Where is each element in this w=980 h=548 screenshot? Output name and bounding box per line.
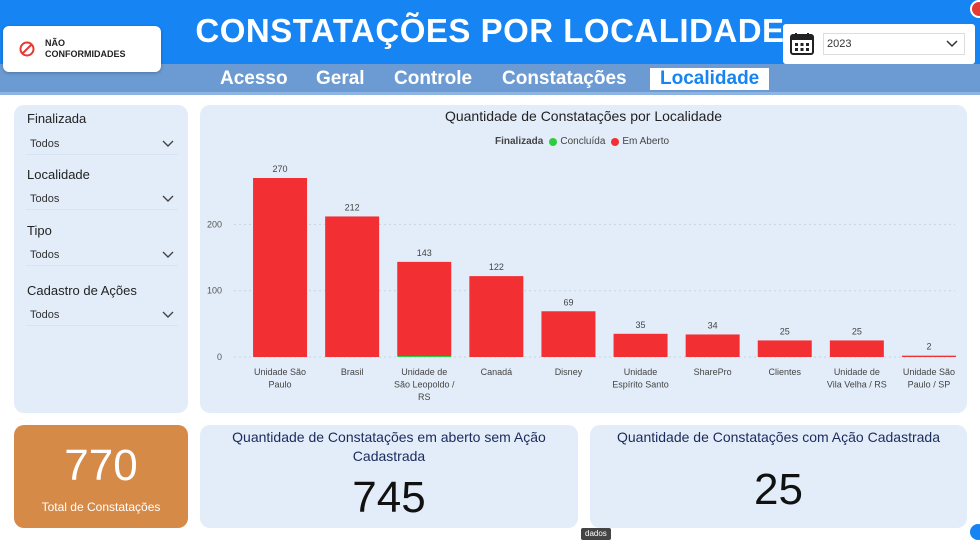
kpi-with-action-value: 25 — [754, 465, 803, 514]
legend-label: Concluída — [560, 136, 606, 147]
legend-dot-concluida — [549, 137, 558, 146]
data-label: 270 — [273, 164, 288, 174]
legend-title: Finalizada — [495, 136, 544, 147]
data-label: 143 — [417, 248, 432, 258]
legend-label: Em Aberto — [622, 136, 670, 147]
x-tick-label: Vila Velha / RS — [827, 380, 887, 390]
tab-geral[interactable]: Geral — [316, 68, 365, 89]
filter-value: Todos — [30, 192, 60, 205]
bar-em-aberto — [757, 340, 812, 357]
x-tick-label: Brasil — [341, 367, 364, 377]
page-title: CONSTATAÇÕES POR LOCALIDADE — [195, 12, 785, 49]
filter-label-tipo: Tipo — [27, 223, 52, 238]
bar-em-aberto — [253, 178, 308, 357]
chevron-down-icon — [162, 195, 174, 202]
x-tick-label: Unidade São — [254, 367, 306, 377]
x-tick-label: São Leopoldo / — [394, 380, 455, 390]
y-tick-label: 0 — [217, 352, 222, 362]
tab-localidade[interactable]: Localidade — [650, 68, 770, 90]
filter-value: Todos — [30, 137, 60, 150]
nav-bar: Acesso Geral Controle Constatações Local… — [0, 64, 980, 92]
data-label: 35 — [636, 320, 646, 330]
chart-title: Quantidade de Constatações por Localidad… — [444, 108, 723, 124]
x-tick-label: RS — [418, 392, 431, 402]
filter-select-cadastro-acoes[interactable]: Todos — [26, 304, 178, 326]
x-tick-label: Unidade — [624, 367, 658, 377]
chevron-down-icon — [162, 311, 174, 318]
filters-panel: Finalizada Todos Localidade Todos Tipo T… — [14, 105, 188, 413]
tooltip: dados — [581, 528, 611, 540]
filter-select-tipo[interactable]: Todos — [26, 244, 178, 266]
bar-concluida — [397, 356, 452, 357]
bar-em-aberto — [901, 355, 956, 357]
data-label: 122 — [489, 262, 504, 272]
legend-item-concluida[interactable]: Concluída — [549, 136, 605, 147]
x-tick-label: Clientes — [768, 367, 801, 377]
year-value: 2023 — [827, 38, 852, 50]
filter-label-finalizada: Finalizada — [27, 111, 87, 126]
x-tick-label: Unidade São — [903, 367, 955, 377]
chart-panel: Quantidade de Constatações por Localidad… — [200, 105, 967, 413]
chevron-down-icon — [162, 140, 174, 147]
x-tick-label: Canadá — [481, 367, 513, 377]
bar-em-aberto — [613, 333, 668, 357]
tab-controle[interactable]: Controle — [394, 68, 473, 89]
bar-em-aberto — [325, 216, 380, 357]
x-tick-label: Disney — [555, 367, 583, 377]
kpi-open-no-action-card: Quantidade de Constatações em aberto sem… — [200, 425, 578, 528]
y-tick-label: 200 — [207, 219, 222, 229]
notification-dot[interactable] — [970, 0, 980, 18]
kpi-total-card: 770 Total de Constatações — [14, 425, 188, 528]
data-label: 25 — [780, 326, 790, 336]
year-filter: 2023 — [783, 24, 975, 64]
help-button[interactable] — [970, 524, 980, 540]
bar-em-aberto — [541, 311, 596, 357]
chevron-down-icon — [946, 40, 958, 48]
kpi-total-value: 770 — [64, 441, 138, 490]
chart-legend: Finalizada Concluída Em Aberto — [495, 136, 675, 147]
data-label: 212 — [345, 202, 360, 212]
nao-conformidades-logo: NÃO CONFORMIDADES — [3, 26, 161, 72]
kpi-open-no-action-title: Quantidade de Constatações em aberto sem… — [232, 429, 546, 464]
x-tick-label: Paulo / SP — [908, 380, 951, 390]
filter-select-finalizada[interactable]: Todos — [26, 133, 178, 155]
calendar-icon — [790, 33, 814, 55]
chevron-down-icon — [162, 251, 174, 258]
prohibited-icon — [19, 41, 35, 57]
bar-chart: 0 100 200 270 Unidade São Paulo 212 Brasil 143 Un… — [207, 164, 956, 402]
x-tick-label: Espírito Santo — [612, 380, 669, 390]
kpi-with-action-title: Quantidade de Constatações com Ação Cada… — [617, 429, 940, 445]
data-label: 69 — [563, 297, 573, 307]
tab-constatacoes[interactable]: Constatações — [502, 68, 627, 89]
filter-label-cadastro-acoes: Cadastro de Ações — [27, 283, 137, 298]
filter-label-localidade: Localidade — [27, 167, 90, 182]
tab-acesso[interactable]: Acesso — [220, 68, 288, 89]
bar-em-aberto — [829, 340, 884, 357]
x-tick-label: Unidade de — [834, 367, 880, 377]
filter-select-localidade[interactable]: Todos — [26, 188, 178, 210]
x-tick-label: Paulo — [269, 380, 292, 390]
kpi-with-action-card: Quantidade de Constatações com Ação Cada… — [590, 425, 967, 528]
kpi-total-label: Total de Constatações — [41, 500, 161, 514]
filter-value: Todos — [30, 308, 60, 321]
x-tick-label: Unidade de — [401, 367, 447, 377]
year-dropdown[interactable]: 2023 — [823, 33, 965, 55]
data-label: 34 — [708, 320, 718, 330]
legend-dot-em-aberto — [611, 137, 620, 146]
bar-em-aberto — [685, 334, 740, 357]
bar-em-aberto — [397, 261, 452, 356]
kpi-open-no-action-value: 745 — [352, 473, 426, 522]
bar-em-aberto — [469, 276, 524, 357]
filter-value: Todos — [30, 248, 60, 261]
y-tick-label: 100 — [207, 286, 222, 296]
legend-item-em-aberto[interactable]: Em Aberto — [611, 136, 669, 147]
data-label: 25 — [852, 326, 862, 336]
data-label: 2 — [926, 342, 931, 352]
logo-text: NÃO CONFORMIDADES — [45, 38, 126, 59]
x-tick-label: SharePro — [694, 367, 732, 377]
